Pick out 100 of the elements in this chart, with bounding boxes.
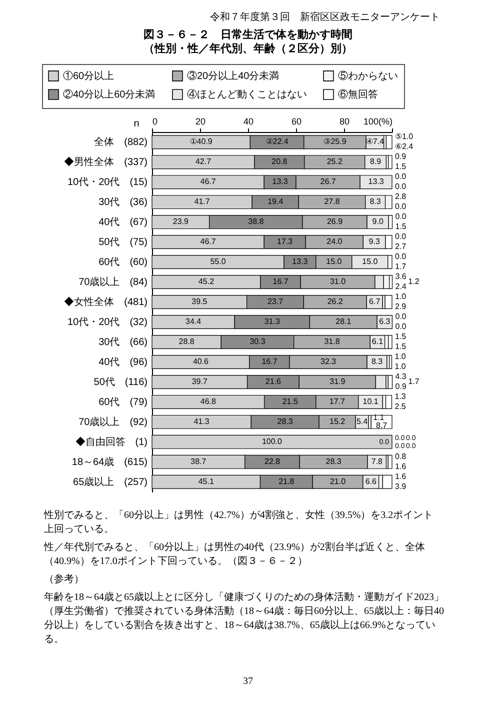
bar [388, 155, 392, 170]
data-label: 21.0 [330, 476, 346, 486]
y-tick-label: 60代 (79) [98, 396, 148, 408]
data-label: 2.4 [395, 282, 407, 292]
data-label: 41.3 [194, 416, 210, 426]
legend-label: ⑤わからない [338, 70, 398, 82]
y-tick-label: 30代 (36) [98, 197, 148, 208]
data-label: 9.3 [368, 237, 380, 246]
bar [388, 334, 392, 349]
y-tick-label: 70歳以上 (84) [78, 276, 148, 288]
data-label: 0.0 [395, 172, 407, 182]
data-label: 6.6 [365, 476, 377, 486]
data-label: 30.3 [250, 336, 266, 346]
data-label: 22.8 [264, 456, 281, 466]
data-label: 1.6 [395, 462, 407, 471]
data-label: 1.0 [394, 362, 406, 371]
data-label: 39.5 [192, 297, 208, 306]
data-label: 46.7 [200, 177, 216, 186]
data-label: ⑥2.4 [395, 142, 414, 152]
bar [388, 454, 392, 469]
x-tick-label: 60 [291, 116, 302, 126]
data-label: 23.7 [267, 297, 284, 306]
bar [382, 474, 392, 489]
bar [385, 394, 392, 409]
data-label: 8.9 [370, 157, 382, 166]
x-tick-label: 0 [152, 116, 158, 126]
data-label: 1.0 [395, 292, 407, 302]
data-label: 32.3 [320, 356, 337, 366]
text: 37 [243, 676, 253, 687]
data-label: 1.2 [408, 277, 420, 286]
y-tick-label: 全体 (882) [94, 136, 148, 148]
data-label: 6.1 [372, 336, 384, 346]
chart-title: 図３－６－２ 日常生活で体を動かす時間 [144, 28, 352, 41]
data-label: 28.3 [326, 456, 342, 466]
data-label: 1.5 [395, 162, 407, 172]
data-label: 17.7 [329, 396, 346, 406]
data-label: 1.7 [395, 262, 407, 272]
data-label: 1.0 [394, 352, 406, 361]
data-label: 16.7 [262, 356, 278, 366]
data-label: 26.2 [327, 297, 344, 306]
bar [384, 295, 392, 309]
data-label: 10.1 [362, 396, 379, 406]
data-label: 3.6 [395, 272, 407, 282]
data-label: 21.5 [282, 396, 298, 406]
y-tick-label: ◆自由回答 (1) [75, 436, 148, 448]
data-label: 42.7 [195, 157, 212, 166]
text: 性別でみると、「60分以上」は男性（42.7%）が4割強と、女性（39.5%）を3.2ポイント上回っている。 [43, 509, 434, 535]
y-tick-label: 60代 (60) [98, 257, 148, 268]
y-tick-label: 30代 (66) [98, 336, 148, 348]
data-label: 2.5 [394, 402, 406, 411]
data-label: 0.9 [395, 382, 407, 391]
data-label: 38.8 [248, 217, 264, 226]
data-label: 46.7 [200, 237, 216, 246]
data-label: 2.8 [395, 192, 407, 202]
data-label: 16.7 [272, 277, 289, 286]
data-label: 0.0 [395, 252, 407, 262]
data-label: 45.2 [198, 277, 215, 286]
data-label: 8.3 [370, 197, 382, 206]
text: 年齢を18～64歳と65歳以上とに区分し「健康づくりのための身体活動・運動ガイド2023」（厚生労働省）で推奨されている身体活動（18～64歳：毎日60分以上、65歳以上：毎日40分以上）をしている割合を抜き出すと、18～64歳は38.7%、65歳以上は66.9%となっている。 [44, 591, 444, 645]
data-label: 1.5 [395, 342, 407, 351]
data-label: 31.0 [330, 277, 346, 286]
data-label: 15.0 [362, 257, 378, 266]
text: 性／年代別でみると、「60分以上」は男性の40代（23.9%）が2割台半ば近くと、全体（40.9%）を17.0ポイント下回っている。（図３－６－２） [43, 541, 425, 567]
y-tick-label: 18～64歳 (615) [72, 456, 148, 468]
y-tick-label: 50代 (116) [94, 376, 148, 388]
data-label: ②22.4 [266, 137, 289, 146]
data-label: 0.0 [395, 212, 407, 222]
data-label: 2.9 [395, 302, 407, 312]
data-label: 4.3 [395, 372, 407, 381]
data-label: 1.7 [408, 376, 420, 386]
data-label: 31.8 [324, 336, 340, 346]
bar [389, 354, 392, 369]
x-tick-label: 20 [195, 116, 206, 126]
x-tick-label: 100(%) [363, 116, 392, 126]
data-label: 24.0 [326, 237, 343, 246]
data-label: 21.6 [265, 376, 282, 386]
data-label: 8.3 [371, 356, 384, 366]
y-tick-label: 50代 (75) [98, 237, 148, 248]
data-label: 28.1 [336, 316, 352, 326]
y-tick-label: 70歳以上 (92) [78, 416, 148, 428]
data-label: 40.6 [192, 356, 210, 366]
data-label: 39.7 [192, 376, 208, 386]
data-label: 13.3 [292, 257, 308, 266]
legend-label: ②40分以上60分未満 [63, 88, 156, 100]
data-label: 38.7 [190, 456, 207, 466]
data-label: 28.3 [277, 416, 294, 426]
data-label: 31.9 [330, 376, 346, 386]
text: 令和７年度第３回 新宿区区政モニターアンケート [210, 11, 440, 23]
data-label: 0.9 [395, 152, 407, 162]
data-label: 26.9 [326, 217, 344, 226]
data-label: 100.0 [262, 436, 283, 446]
data-label: 0.0 [395, 312, 407, 321]
data-label: 55.0 [210, 257, 226, 266]
data-label: ③25.9 [324, 137, 347, 146]
x-tick-label: 40 [243, 116, 254, 126]
legend-label: ⑥無回答 [338, 88, 378, 100]
data-label: 20.8 [272, 157, 288, 166]
data-label: 1.5 [395, 222, 407, 232]
data-label: 0.0 [395, 232, 407, 242]
data-label: 31.3 [264, 316, 280, 326]
